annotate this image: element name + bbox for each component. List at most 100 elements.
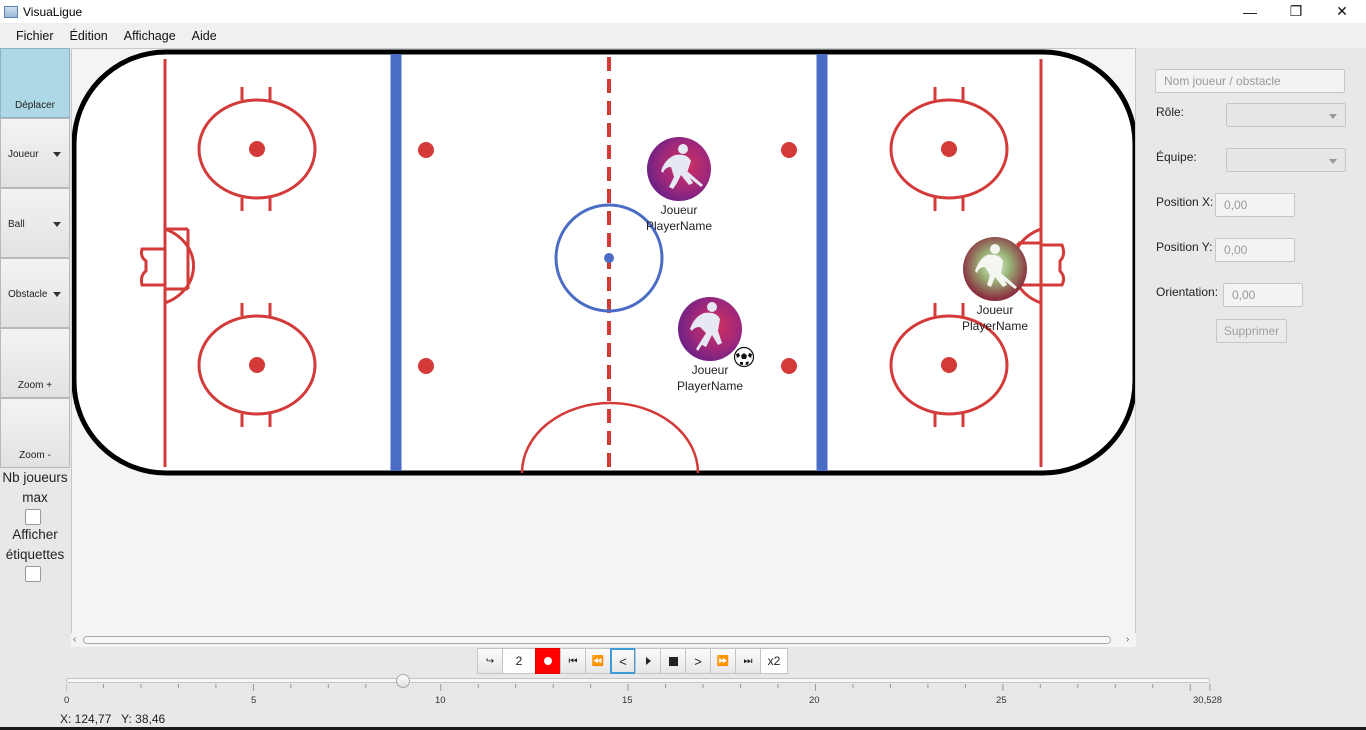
rewind-button[interactable]: ⏪ [585,648,611,674]
timeline-slider[interactable]: 0 5 10 15 20 25 30,528 [64,674,1222,710]
player-tool-label: Joueur [8,149,39,160]
record-button[interactable] [535,648,561,674]
zoom-in-label: Zoom + [17,380,53,391]
center-circle [554,203,664,313]
pos-x-input[interactable]: 0,00 [1215,193,1295,217]
timeline-ticks [66,684,1211,691]
pos-y-label: Position Y: [1156,240,1213,254]
player-token[interactable]: Joueur PlayerName [960,237,1030,334]
play-button[interactable] [635,648,661,674]
center-dot [604,253,614,263]
max-players-checkbox[interactable] [25,509,41,525]
referee-crease [520,401,700,474]
player-role-label: Joueur [976,303,1014,317]
faceoff-dot [418,142,434,158]
soccer-ball-icon[interactable] [733,346,755,368]
zoom-in-button[interactable]: Zoom + [0,328,70,398]
chevron-down-icon [1329,159,1337,164]
step-back-button[interactable]: < [610,648,636,674]
delete-button[interactable]: Supprimer [1216,319,1287,343]
show-labels-label-line1: Afficher [12,527,58,542]
player-role-label: Joueur [691,363,729,377]
maximize-button[interactable]: ❐ [1289,3,1303,19]
zoom-out-button[interactable]: Zoom - [0,398,70,468]
move-tool-button[interactable]: Déplacer [0,48,70,118]
ball-tool-button[interactable]: Ball [0,188,70,258]
fast-forward-button[interactable]: ⏩ [710,648,736,674]
orientation-input[interactable]: 0,00 [1223,283,1303,307]
cursor-y: Y: 38,46 [121,712,166,726]
scroll-left-icon[interactable]: ‹ [73,634,77,645]
player-avatar [647,137,711,201]
zoom-out-label: Zoom - [19,450,51,461]
step-back-icon: < [619,653,627,669]
rewind-icon: ⏪ [591,655,605,667]
tick-label: 20 [809,695,820,706]
faceoff-circle-right-bottom [889,303,1009,427]
cursor-x: X: 124,77 [60,712,112,726]
faceoff-dot [781,358,797,374]
faceoff-circle-left-top [197,87,317,211]
pos-y-input[interactable]: 0,00 [1215,238,1295,262]
hockey-player-icon [661,144,703,189]
play-icon [645,657,651,665]
step-forward-button[interactable]: > [685,648,711,674]
menu-fichier[interactable]: Fichier [16,29,54,43]
window-bottom-edge [0,727,1366,730]
menu-edition[interactable]: Édition [69,29,108,43]
skip-start-icon: ⏮ [568,655,578,667]
show-labels-label-line2: étiquettes [5,547,65,562]
close-button[interactable]: ✕ [1336,3,1348,19]
faceoff-dot [249,357,265,373]
player-token[interactable]: Joueur PlayerName [644,137,714,234]
frame-input[interactable]: 2 [502,648,536,674]
orientation-label: Orientation: [1156,285,1219,299]
title-bar: VisuaLigue — ❐ ✕ [0,0,1366,23]
hockey-player-icon [690,302,722,351]
faceoff-dot [418,358,434,374]
pos-x-label: Position X: [1156,195,1214,209]
tick-label: 10 [435,695,446,706]
role-label: Rôle: [1156,105,1185,119]
hockey-player-icon [975,244,1017,289]
faceoff-dot [781,142,797,158]
team-select[interactable] [1226,148,1346,172]
stop-icon [668,656,678,666]
ball-tool-label: Ball [8,219,25,230]
faceoff-circle-left-bottom [197,303,317,427]
menu-affichage[interactable]: Affichage [123,29,176,43]
player-name-label: PlayerName [645,219,713,233]
tick-label: 25 [996,695,1007,706]
properties-panel: Nom joueur / obstacle Rôle: Équipe: Posi… [1146,48,1366,648]
undo-arrow-icon[interactable]: ↪ [477,648,503,674]
chevron-down-icon [53,292,61,297]
tick-label: 0 [64,695,70,706]
obstacle-tool-label: Obstacle [8,289,48,300]
skip-end-button[interactable]: ⏭ [735,648,761,674]
fast-forward-icon: ⏩ [716,655,730,667]
show-labels-checkbox[interactable] [25,566,41,582]
skip-start-button[interactable]: ⏮ [560,648,586,674]
role-select[interactable] [1226,103,1346,127]
goal-net-right [1041,243,1066,287]
player-token[interactable]: Joueur PlayerName [675,297,745,394]
skip-end-icon: ⏭ [743,655,753,667]
scrollbar-thumb[interactable] [83,636,1111,644]
name-input[interactable]: Nom joueur / obstacle [1155,69,1345,93]
rink-canvas[interactable]: Joueur PlayerName Joueur PlayerName [71,48,1136,647]
player-role-label: Joueur [660,203,698,217]
speed-button[interactable]: x2 [760,648,788,674]
stop-button[interactable] [660,648,686,674]
max-players-label-line2: max [22,490,48,505]
player-tool-button[interactable]: Joueur [0,118,70,188]
obstacle-tool-button[interactable]: Obstacle [0,258,70,328]
scroll-right-icon[interactable]: › [1126,634,1130,645]
step-forward-icon: > [694,653,702,669]
minimize-button[interactable]: — [1243,3,1257,20]
menu-aide[interactable]: Aide [191,29,217,43]
faceoff-dot [249,141,265,157]
player-avatar [963,237,1027,301]
timeline-track[interactable] [66,678,1210,683]
timeline-thumb[interactable] [396,674,411,688]
horizontal-scrollbar[interactable]: ‹ › [71,633,1136,647]
